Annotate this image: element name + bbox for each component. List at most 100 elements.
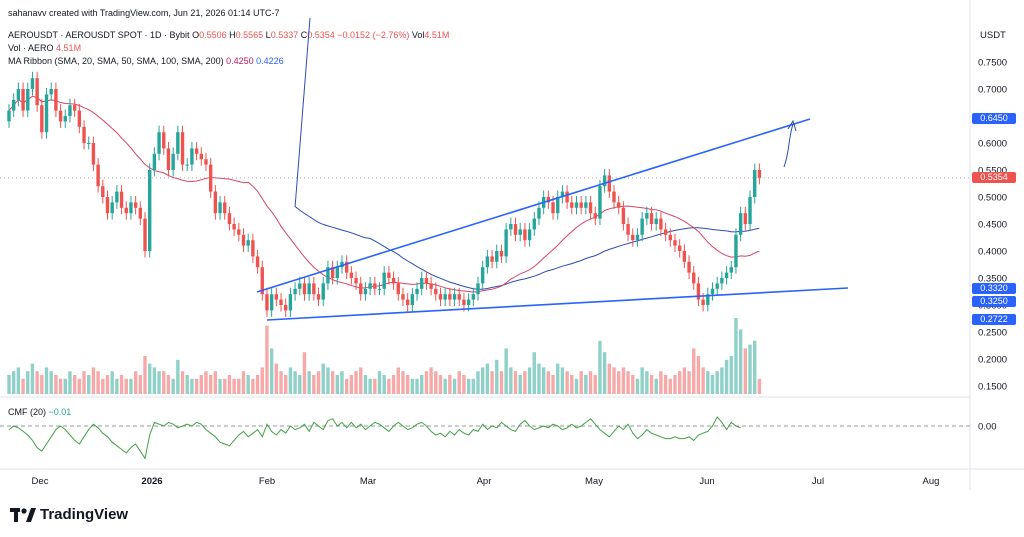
volume-bar <box>176 359 180 394</box>
candle-body <box>518 229 522 235</box>
candle-body <box>138 207 143 219</box>
volume-bar <box>668 378 672 394</box>
candle-body <box>551 202 555 214</box>
candle-body <box>429 283 433 289</box>
volume-bar <box>344 378 349 394</box>
volume-bar <box>715 371 719 394</box>
volume-bar <box>476 371 480 394</box>
volume-bar <box>68 371 72 394</box>
candle-body <box>410 294 415 305</box>
low-value: 0.5337 <box>270 30 299 40</box>
x-tick-label: Apr <box>477 476 492 487</box>
candle-body <box>302 283 307 295</box>
candle-body <box>284 305 288 311</box>
candle-body <box>251 240 255 257</box>
candle-body <box>570 202 574 208</box>
x-tick-label: Mar <box>360 476 376 487</box>
vol-label: Vol <box>411 30 425 40</box>
y-tick-label: 0.5500 <box>978 166 1007 177</box>
candle-body <box>119 191 124 208</box>
candle-body <box>373 283 377 289</box>
volume-bar <box>246 375 250 394</box>
y-tick-label: 0.7500 <box>978 58 1007 69</box>
candle-body <box>635 234 640 241</box>
volume-bar <box>133 371 138 394</box>
ma-legend-value-1: 0.4250 <box>226 56 254 66</box>
volume-bar <box>687 371 691 394</box>
candle-body <box>330 267 335 278</box>
candle-body <box>77 110 82 127</box>
candle-body <box>584 202 588 208</box>
projection-arrow <box>783 123 794 168</box>
change-value: −0.0152 (−2.76%) <box>337 30 410 40</box>
candle-body <box>504 229 508 257</box>
volume-bar <box>471 378 476 394</box>
candle-body <box>199 153 203 160</box>
candle-body <box>344 261 349 273</box>
candle-body <box>185 164 189 166</box>
volume-bar <box>518 375 522 394</box>
volume-bar <box>82 371 86 394</box>
candle-body <box>44 94 49 133</box>
volume-bar <box>612 367 616 394</box>
price-tag-support-1: 0.3320 <box>972 283 1016 294</box>
candle-body <box>438 294 443 300</box>
y-tick-label: 0.4500 <box>978 220 1007 231</box>
volume-bar <box>720 367 724 394</box>
candle-body <box>602 175 607 187</box>
volume-bar <box>424 371 429 394</box>
volume-bar <box>77 378 82 394</box>
candle-body <box>246 240 250 246</box>
candle-body <box>738 213 743 235</box>
candle-body <box>227 213 232 224</box>
volume-bar <box>363 375 368 394</box>
price-tag-support-2: 0.3250 <box>972 296 1016 307</box>
candle-body <box>621 207 626 224</box>
close-label: C <box>300 30 308 40</box>
volume-bar <box>546 371 551 394</box>
candle-body <box>546 197 551 203</box>
volume-bar <box>710 375 715 394</box>
volume-bar <box>148 363 152 394</box>
volume-bar <box>354 371 358 394</box>
x-tick-label: 2026 <box>141 476 162 487</box>
volume-bar <box>626 371 630 394</box>
candle-body <box>579 202 583 208</box>
volume-bar <box>223 378 227 394</box>
candle-body <box>298 283 302 289</box>
candle-body <box>649 213 654 224</box>
volume-bar <box>434 371 438 394</box>
candle-body <box>101 186 105 197</box>
candle-body <box>316 294 321 300</box>
volume-bar <box>213 371 218 394</box>
candle-body <box>166 148 171 170</box>
candle-body <box>11 99 16 111</box>
candle-body <box>626 224 630 235</box>
volume-bar <box>115 378 119 394</box>
volume-bar <box>105 375 110 394</box>
volume-bar <box>429 367 433 394</box>
volume-legend-value: 4.51M <box>56 43 82 53</box>
symbol-label: AEROUSDT · AEROUSDT SPOT · 1D · Bybit <box>8 30 190 40</box>
cmf-legend-value: −0.01 <box>48 407 72 417</box>
candle-body <box>21 89 25 111</box>
candle-body <box>509 224 513 230</box>
volume-bar <box>701 367 705 394</box>
volume-bar <box>649 375 654 394</box>
candle-body <box>72 105 77 111</box>
upper-trendline <box>256 118 811 293</box>
candle-body <box>49 89 53 95</box>
candle-body <box>143 218 147 251</box>
volume-bar <box>63 378 67 394</box>
volume-bar <box>208 375 213 394</box>
volume-bar <box>316 371 321 394</box>
candle-body <box>232 224 236 230</box>
candle-body <box>480 267 485 284</box>
y-tick-label: 0.1500 <box>978 382 1007 393</box>
candle-body <box>631 234 635 241</box>
volume-bar <box>30 363 35 394</box>
candle-body <box>208 164 213 192</box>
volume-bar <box>466 378 471 394</box>
candle-body <box>706 294 710 305</box>
